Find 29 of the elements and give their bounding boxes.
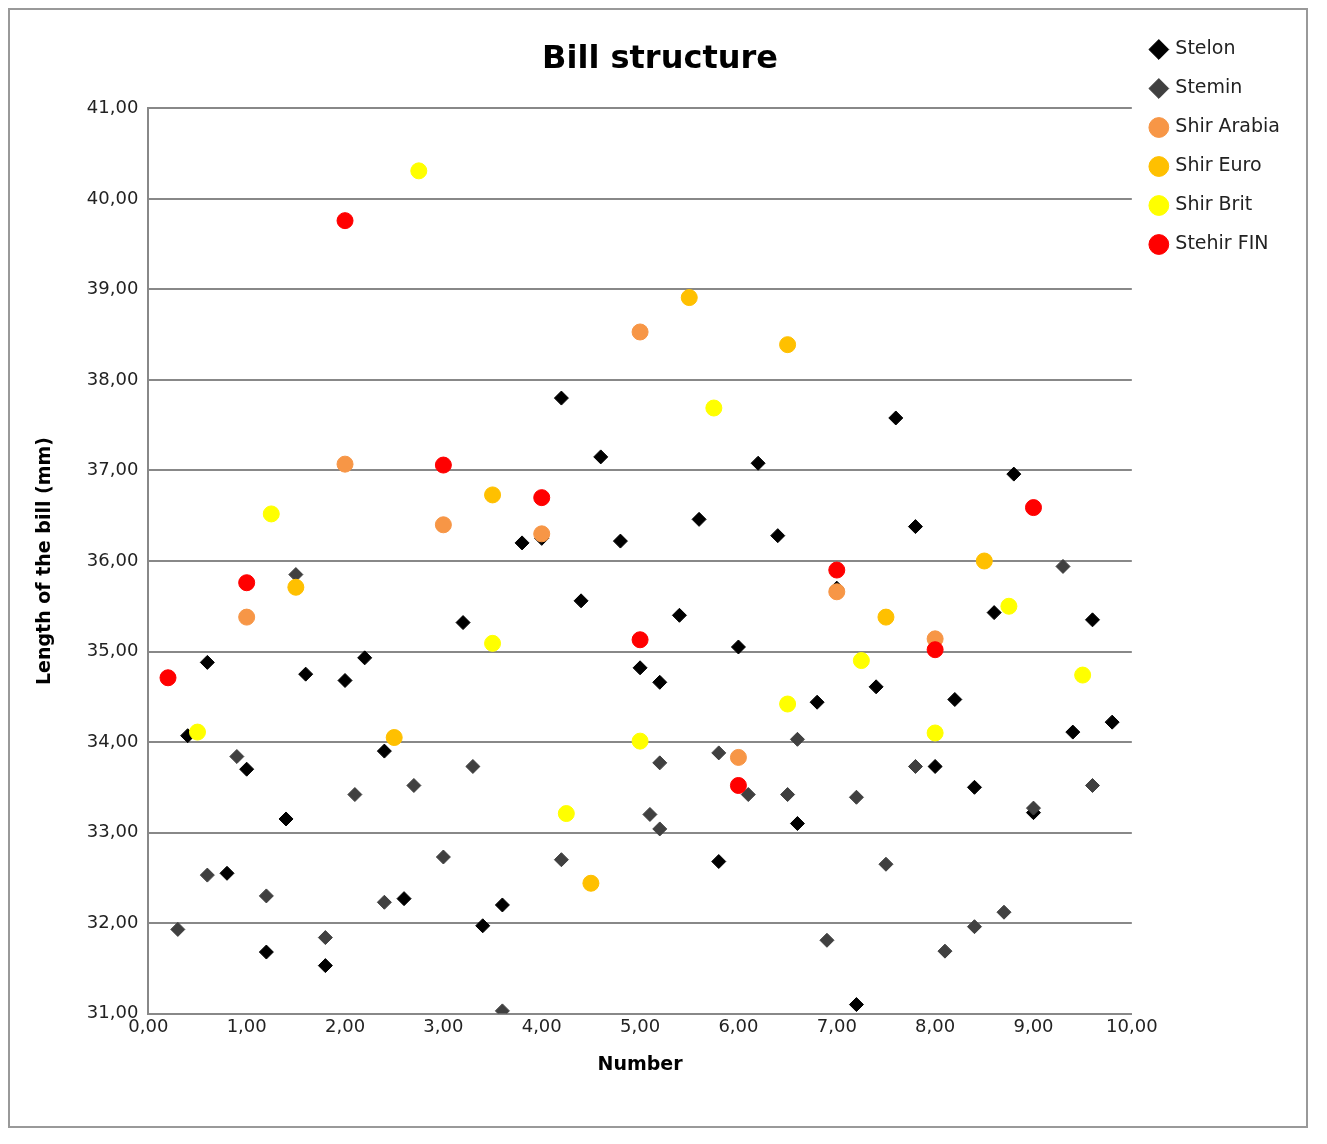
legend-label: Stelon	[1175, 36, 1236, 59]
y-tick-label: 41,00	[86, 96, 139, 118]
y-tick-label: 38,00	[86, 367, 139, 389]
legend-label: Stehir FIN	[1175, 231, 1269, 254]
y-tick-label: 34,00	[86, 729, 139, 751]
y-tick-label: 40,00	[86, 186, 139, 208]
x-tick-label: 7,00	[816, 1015, 857, 1037]
y-axis-title: Length of the bill (mm)	[32, 436, 55, 686]
y-tick-label: 33,00	[86, 820, 139, 842]
y-tick-label: 36,00	[86, 548, 139, 570]
y-tick-label: 35,00	[86, 639, 139, 661]
y-tick-label: 39,00	[86, 277, 139, 299]
x-tick-label: 6,00	[718, 1015, 759, 1037]
legend-label: Shir Brit	[1175, 192, 1253, 215]
legend-label: Shir Arabia	[1175, 114, 1280, 137]
x-tick-label: 4,00	[521, 1015, 562, 1037]
y-tick-label: 32,00	[86, 910, 139, 932]
x-tick-label: 9,00	[1013, 1015, 1054, 1037]
legend-label: Shir Euro	[1175, 153, 1262, 176]
x-axis-title: Number	[597, 1051, 684, 1074]
x-tick-label: 10,00	[1106, 1015, 1158, 1037]
x-tick-label: 5,00	[620, 1015, 661, 1037]
x-tick-label: 3,00	[423, 1015, 464, 1037]
x-tick-label: 1,00	[226, 1015, 267, 1037]
chart-title: Bill structure	[542, 37, 778, 76]
legend-label: Stemin	[1175, 75, 1243, 98]
x-tick-label: 8,00	[915, 1015, 956, 1037]
x-tick-label: 2,00	[324, 1015, 366, 1037]
y-tick-label: 37,00	[86, 458, 139, 480]
